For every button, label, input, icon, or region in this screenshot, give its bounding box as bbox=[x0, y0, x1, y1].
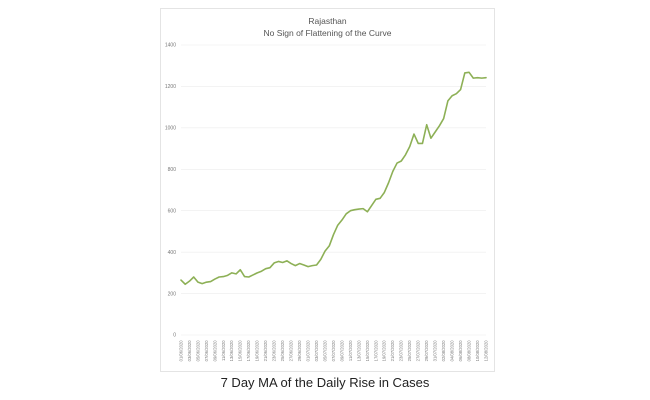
y-tick-label: 200 bbox=[168, 291, 177, 297]
x-tick-label: 06/08/2020 bbox=[458, 340, 463, 362]
series-line-daily-cases-ma bbox=[180, 71, 487, 286]
y-tick-labels: 0 200 400 600 800 1000 1200 1400 bbox=[165, 43, 176, 339]
x-tick-label: 11/06/2020 bbox=[221, 340, 226, 361]
x-tick-label: 15/07/2020 bbox=[365, 340, 370, 362]
x-tick-label: 07/06/2020 bbox=[204, 340, 209, 362]
x-tick-label: 05/06/2020 bbox=[195, 340, 200, 362]
x-tick-label: 03/06/2020 bbox=[187, 340, 192, 362]
y-tick-label: 800 bbox=[168, 167, 177, 173]
y-tick-label: 600 bbox=[168, 208, 177, 214]
x-tick-labels: 01/06/2020 03/06/2020 05/06/2020 07/06/2020… bbox=[178, 340, 488, 362]
chart-caption: 7 Day MA of the Daily Rise in Cases bbox=[220, 375, 430, 390]
y-tick-label: 1200 bbox=[165, 84, 176, 90]
y-tick-label: 0 bbox=[173, 333, 176, 339]
x-tick-label: 25/06/2020 bbox=[280, 340, 285, 362]
x-tick-label: 10/08/2020 bbox=[475, 340, 480, 362]
x-tick-label: 07/07/2020 bbox=[331, 340, 336, 362]
x-tick-label: 17/07/2020 bbox=[373, 340, 378, 362]
chart-frame: Rajasthan No Sign of Flattening of the C… bbox=[160, 8, 495, 372]
x-tick-label: 19/06/2020 bbox=[255, 340, 260, 362]
x-tick-label: 25/07/2020 bbox=[407, 340, 412, 362]
line-chart: Rajasthan No Sign of Flattening of the C… bbox=[165, 16, 489, 362]
x-tick-label: 08/08/2020 bbox=[466, 340, 471, 362]
x-tick-label: 19/07/2020 bbox=[382, 340, 387, 362]
chart-subtitle: No Sign of Flattening of the Curve bbox=[263, 28, 391, 38]
x-tick-label: 27/07/2020 bbox=[416, 340, 421, 362]
x-tick-label: 13/06/2020 bbox=[229, 340, 234, 362]
x-tick-label: 21/07/2020 bbox=[390, 340, 395, 362]
chart-title: Rajasthan bbox=[308, 16, 347, 26]
x-tick-label: 21/06/2020 bbox=[263, 340, 268, 362]
x-tick-label: 29/06/2020 bbox=[297, 340, 302, 362]
x-tick-label: 11/07/2020 bbox=[348, 340, 353, 361]
x-tick-label: 27/06/2020 bbox=[289, 340, 294, 362]
x-tick-label: 09/07/2020 bbox=[339, 340, 344, 362]
y-gridlines bbox=[181, 44, 486, 336]
x-tick-label: 03/07/2020 bbox=[314, 340, 319, 362]
x-tick-label: 15/06/2020 bbox=[238, 340, 243, 362]
y-tick-label: 1000 bbox=[165, 126, 176, 132]
x-tick-label: 05/07/2020 bbox=[322, 340, 327, 362]
x-tick-label: 13/07/2020 bbox=[356, 340, 361, 362]
y-tick-label: 1400 bbox=[165, 43, 176, 49]
x-tick-label: 29/07/2020 bbox=[424, 340, 429, 362]
x-tick-label: 23/07/2020 bbox=[399, 340, 404, 362]
x-tick-label: 01/07/2020 bbox=[305, 340, 310, 362]
x-tick-label: 02/08/2020 bbox=[441, 340, 446, 362]
x-tick-label: 17/06/2020 bbox=[246, 340, 251, 362]
x-tick-label: 23/06/2020 bbox=[272, 340, 277, 362]
x-tick-label: 01/06/2020 bbox=[178, 340, 183, 362]
y-tick-label: 400 bbox=[168, 250, 177, 256]
x-tick-label: 31/07/2020 bbox=[433, 340, 438, 362]
x-tick-label: 12/08/2020 bbox=[483, 340, 488, 362]
x-tick-label: 04/08/2020 bbox=[450, 340, 455, 362]
x-tick-label: 09/06/2020 bbox=[212, 340, 217, 362]
